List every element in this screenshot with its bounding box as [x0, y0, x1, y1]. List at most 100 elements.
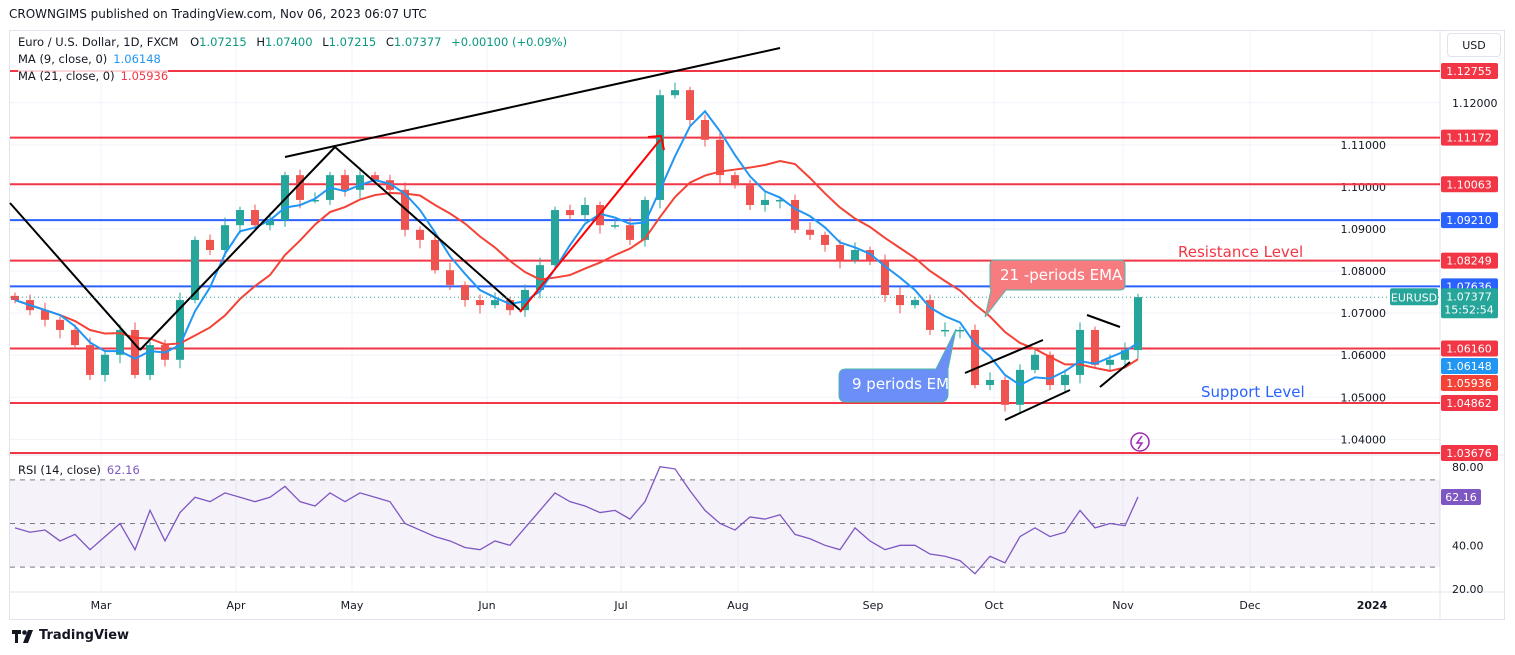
- ma21-price-badge-text: 1.05936: [1446, 377, 1492, 390]
- candle-body: [146, 345, 154, 375]
- candle-body: [851, 250, 859, 261]
- trend-line: [9, 202, 141, 351]
- candle-body: [1061, 374, 1069, 386]
- level-price-badge-text: 1.03676: [1446, 447, 1492, 460]
- candle-body: [341, 175, 349, 190]
- arrow-head-icon: [647, 134, 665, 151]
- time-axis-label: Mar: [91, 599, 112, 612]
- candle-body: [806, 229, 814, 235]
- rsi-legend[interactable]: RSI (14, close) 62.16: [18, 463, 140, 477]
- candle-body: [311, 199, 319, 202]
- candle-body: [86, 345, 94, 375]
- time-axis-label: Jul: [613, 599, 627, 612]
- candle-body: [356, 175, 364, 190]
- rsi-value-badge: [1441, 488, 1481, 505]
- symbol-badge: [1390, 288, 1438, 306]
- candle-body: [1121, 350, 1129, 360]
- candle-body: [371, 175, 379, 181]
- candle-body: [416, 229, 424, 240]
- candle-body: [461, 284, 469, 301]
- candle-body: [1031, 354, 1039, 370]
- trend-line: [1099, 361, 1131, 388]
- trend-line: [1086, 314, 1121, 328]
- close-value: 1.07377: [393, 35, 442, 49]
- candle-body: [446, 270, 454, 285]
- candle-body: [506, 300, 514, 311]
- candle-body: [731, 175, 739, 186]
- candle-body: [476, 300, 484, 306]
- candle-body: [1001, 380, 1009, 405]
- chart-frame: [9, 30, 1505, 620]
- tradingview-logo-icon: [12, 629, 33, 643]
- time-axis-label: Oct: [984, 599, 1004, 612]
- time-axis-label: Dec: [1239, 599, 1260, 612]
- symbol-legend[interactable]: Euro / U.S. Dollar, 1D, FXCM O1.07215 H1…: [18, 35, 567, 49]
- ema21-callout: [984, 259, 1126, 318]
- last-price-value: 1.07377: [1446, 290, 1492, 303]
- price-tick-label: 1.10000: [1341, 181, 1387, 194]
- candle-body: [776, 199, 784, 202]
- candle-body: [746, 185, 754, 205]
- ma9-price-badge: [1441, 358, 1498, 374]
- high-label: H: [256, 35, 265, 49]
- candle-body: [791, 199, 799, 230]
- rsi-legend-value: 62.16: [106, 463, 140, 477]
- ma9-legend[interactable]: MA (9, close, 0) 1.06148: [18, 52, 161, 66]
- price-tick-label: 1.12000: [1452, 97, 1498, 110]
- open-value: 1.07215: [199, 35, 247, 49]
- publish-info: CROWNGIMS published on TradingView.com, …: [9, 7, 427, 21]
- rsi-tick-label: 80.00: [1452, 461, 1484, 474]
- brand-name: TradingView: [39, 628, 130, 643]
- time-axis-label: Apr: [226, 599, 246, 612]
- countdown-timer: 15:52:54: [1444, 303, 1493, 316]
- candle-body: [896, 295, 904, 306]
- open-label: O: [190, 35, 200, 49]
- price-tick-label: 1.07000: [1341, 307, 1387, 320]
- tradingview-logo[interactable]: TradingView: [12, 628, 129, 643]
- candle-body: [521, 289, 529, 311]
- currency-button[interactable]: USD: [1447, 33, 1501, 57]
- candle-body: [656, 95, 664, 200]
- ma9-price-badge-text: 1.06148: [1446, 360, 1492, 373]
- price-tick-label: 1.09000: [1341, 223, 1387, 236]
- rsi-value-badge-text: 62.16: [1445, 491, 1477, 504]
- candle-body: [986, 380, 994, 386]
- candle-body: [1091, 329, 1099, 365]
- candle-body: [686, 90, 694, 121]
- ma21-value: 1.05936: [120, 69, 169, 83]
- time-axis-label: Sep: [863, 599, 884, 612]
- level-price-badge: [1441, 212, 1498, 229]
- ema9-callout-text: 9 periods EMa: [852, 375, 958, 393]
- rsi-tick-label: 20.00: [1452, 583, 1484, 596]
- level-price-badge-text: 1.11172: [1446, 132, 1492, 145]
- ema21-callout-text: 21 -periods EMA: [1000, 266, 1123, 284]
- trend-line: [139, 146, 336, 351]
- ma9-value: 1.06148: [113, 52, 161, 66]
- candle-body: [536, 265, 544, 290]
- ma21-price-badge: [1441, 375, 1498, 391]
- candle-body: [176, 300, 184, 360]
- candle-body: [716, 139, 724, 176]
- level-price-badge: [1441, 444, 1498, 461]
- candle-body: [836, 244, 844, 261]
- candle-body: [581, 204, 589, 216]
- lightning-icon: [1130, 432, 1150, 452]
- candle-body: [1046, 354, 1054, 386]
- time-axis-label: May: [341, 599, 364, 612]
- support-label: Support Level: [1201, 383, 1305, 401]
- rsi-tick-label: 40.00: [1452, 539, 1484, 552]
- ma9-label: MA (9, close, 0): [18, 52, 108, 66]
- level-price-badge: [1441, 395, 1498, 412]
- candle-body: [206, 239, 214, 251]
- candle-body: [956, 329, 964, 332]
- symbol-badge-text: EURUSD: [1391, 291, 1437, 304]
- candle-body: [971, 329, 979, 386]
- ma21-label: MA (21, close, 0): [18, 69, 115, 83]
- price-tick-label: 1.05000: [1341, 391, 1387, 404]
- candle-body: [491, 300, 499, 306]
- candle-body: [671, 90, 679, 96]
- ma21-legend[interactable]: MA (21, close, 0) 1.05936: [18, 69, 169, 83]
- rsi-label: RSI (14, close): [18, 463, 101, 477]
